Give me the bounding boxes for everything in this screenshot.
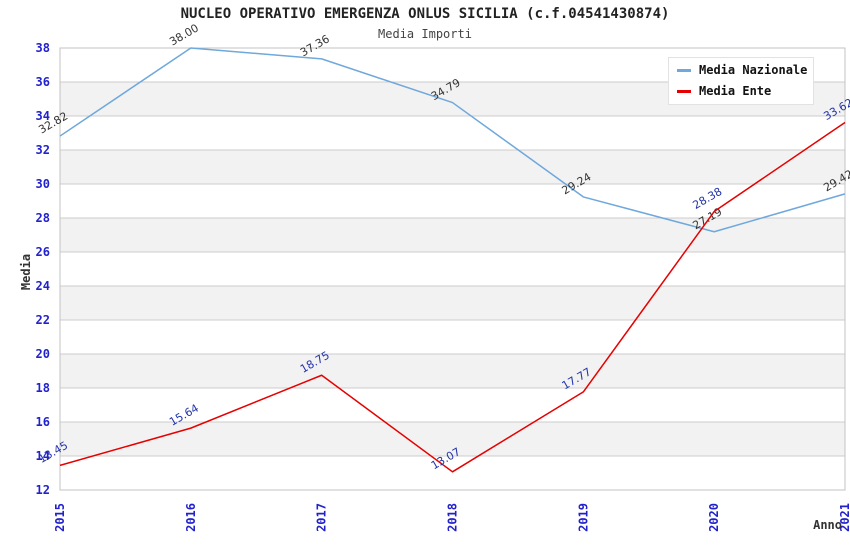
series-line-media-ente	[59, 121, 846, 473]
y-tick-label: 38	[36, 41, 50, 55]
x-tick-label: 2017	[315, 503, 329, 532]
plot-band	[60, 116, 845, 150]
plot-band	[60, 286, 845, 320]
plot-band	[60, 320, 845, 354]
y-tick-label: 16	[36, 415, 50, 429]
plot-band	[60, 218, 845, 252]
chart-legend: Media Nazionale Media Ente	[668, 57, 814, 105]
plot-band	[60, 150, 845, 184]
legend-item-media-nazionale: Media Nazionale	[677, 63, 808, 77]
series-line-media-nazionale	[59, 47, 846, 233]
y-tick-label: 20	[36, 347, 50, 361]
x-tick-label: 2019	[576, 503, 590, 532]
y-tick-label: 18	[36, 381, 50, 395]
x-tick-label: 2020	[707, 503, 721, 532]
y-tick-label: 24	[36, 279, 50, 293]
x-tick-label: 2016	[184, 503, 198, 532]
y-tick-label: 30	[36, 177, 50, 191]
y-tick-label: 14	[36, 449, 50, 463]
legend-label: Media Nazionale	[699, 63, 808, 77]
y-tick-label: 28	[36, 211, 50, 225]
plot-band	[60, 184, 845, 218]
x-tick-label: 2015	[53, 503, 67, 532]
y-tick-label: 32	[36, 143, 50, 157]
x-tick-label: 2021	[838, 503, 850, 532]
plot-band	[60, 456, 845, 490]
chart-subtitle: Media Importi	[378, 27, 472, 41]
plot-band	[60, 388, 845, 422]
legend-item-media-ente: Media Ente	[677, 84, 805, 98]
y-tick-label: 12	[36, 483, 50, 497]
y-tick-label: 36	[36, 75, 50, 89]
y-tick-label: 34	[36, 109, 50, 123]
y-tick-label: 26	[36, 245, 50, 259]
legend-swatch-blue-line-icon	[677, 68, 691, 72]
plot-band	[60, 354, 845, 388]
plot-band	[60, 252, 845, 286]
plot-border	[59, 47, 846, 491]
y-tick-label: 22	[36, 313, 50, 327]
chart-title: NUCLEO OPERATIVO EMERGENZA ONLUS SICILIA…	[180, 6, 670, 22]
x-axis-title: Anno	[813, 518, 842, 532]
legend-swatch-red-line-icon	[677, 89, 691, 93]
data-label: 38.00	[167, 21, 201, 48]
legend-label: Media Ente	[699, 84, 772, 98]
x-tick-label: 2018	[446, 503, 460, 532]
y-axis-title: Media	[19, 254, 33, 290]
